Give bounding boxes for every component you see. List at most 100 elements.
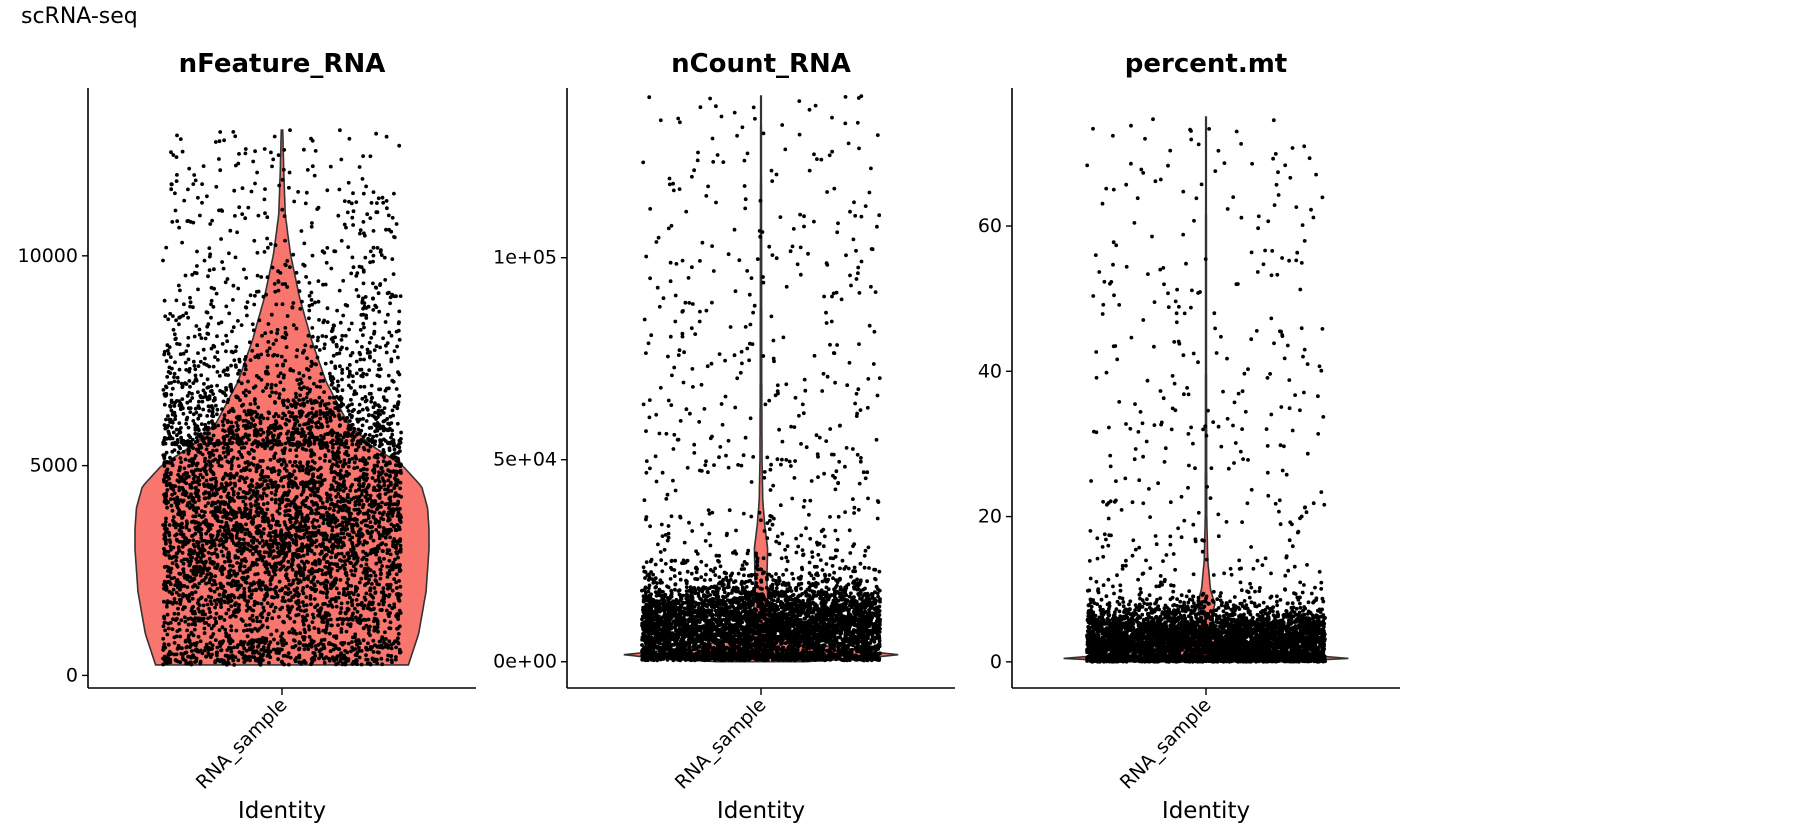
data-point [297,371,302,376]
data-point [271,342,276,346]
data-point [337,408,341,413]
data-point [186,433,191,438]
data-point [318,475,323,480]
data-point [235,424,240,428]
data-point [246,379,250,384]
data-point [171,515,176,519]
data-point [213,140,218,144]
data-point [318,416,323,421]
data-point [221,266,226,271]
data-point [369,391,373,396]
data-point [372,659,377,664]
data-point [335,488,339,492]
data-point [198,639,203,644]
data-point [385,206,389,211]
data-point [339,157,344,162]
data-point [230,329,234,334]
data-point [378,443,383,447]
data-point [312,552,317,556]
data-point [168,600,173,605]
data-point [262,250,267,254]
data-point [396,617,400,621]
data-point [363,523,368,528]
data-point [174,579,179,584]
data-point [265,466,270,470]
data-point [271,556,275,560]
data-point [220,572,225,577]
data-point [375,201,379,206]
data-point [212,442,217,447]
data-point [188,300,193,305]
data-point [275,331,279,336]
data-point [255,497,260,501]
data-point [178,599,183,604]
data-point [177,571,182,576]
data-point [233,603,237,607]
data-point [211,343,216,348]
data-point [187,563,192,568]
data-point [244,580,249,585]
data-point [323,282,328,287]
data-point [280,302,285,307]
data-point [381,448,386,452]
data-point [277,615,281,619]
data-point [339,238,344,243]
data-point [274,419,278,423]
data-point [382,483,387,488]
data-point [330,528,335,533]
data-point [321,436,326,440]
data-point [368,588,372,593]
data-point [177,367,182,372]
data-point [305,552,310,556]
data-point [244,476,249,480]
data-point [364,591,369,596]
data-point [249,629,254,634]
data-point [237,205,242,210]
data-point [200,515,204,519]
data-point [335,389,340,393]
data-point [364,562,369,567]
data-point [292,638,296,642]
data-point [201,407,206,412]
data-point [243,623,248,628]
data-point [199,422,204,426]
data-point [361,191,366,196]
data-point [384,642,388,647]
data-point [347,403,351,408]
data-point [221,435,226,440]
data-point [190,391,194,396]
data-point [323,361,328,366]
data-point [194,572,199,576]
data-point [384,350,389,355]
data-point [372,485,376,490]
data-point [320,334,325,338]
data-point [308,597,313,601]
data-point [215,370,220,374]
data-point [244,648,249,653]
data-point [276,472,281,477]
data-point [330,501,335,506]
data-point [176,643,181,648]
data-point [245,300,250,304]
data-point [205,414,210,418]
data-point [357,409,362,414]
data-point [374,305,379,309]
data-point [335,617,340,622]
data-point [195,551,200,556]
data-point [243,357,247,362]
data-point [357,264,362,269]
data-point [372,348,377,352]
data-point [304,595,309,600]
data-point [234,344,239,349]
data-point [293,659,298,664]
data-point [365,407,370,412]
data-point [178,509,182,514]
data-point [253,149,257,154]
data-point [386,527,390,532]
data-point [207,431,211,436]
data-point [317,395,322,400]
data-point [350,442,355,447]
data-point [342,535,347,540]
data-point [252,463,256,467]
data-point [236,319,240,323]
